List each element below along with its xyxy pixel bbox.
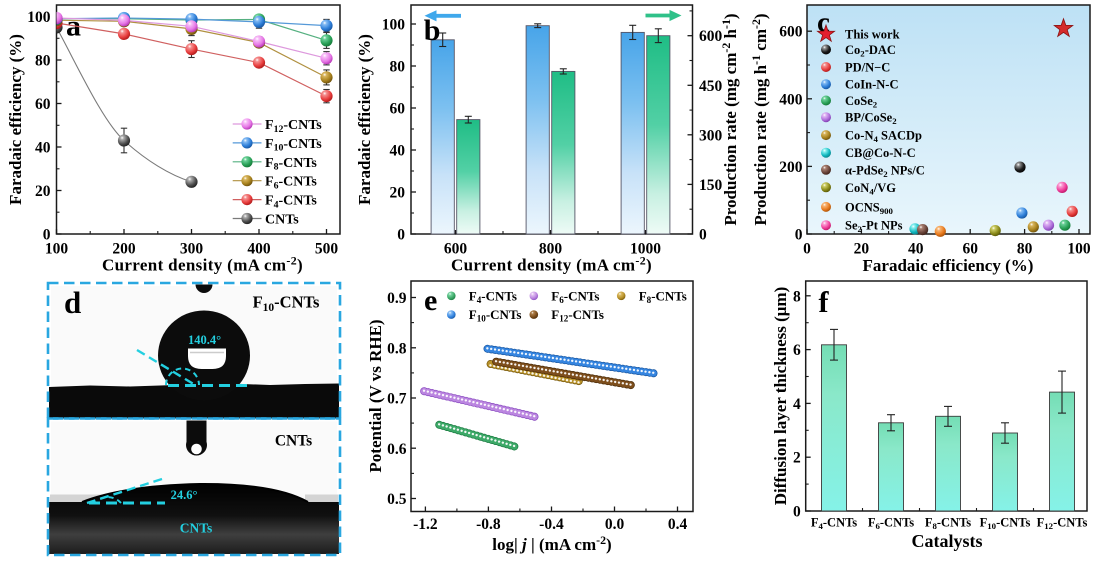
svg-text:F8​-CNTs: F8​-CNTs (925, 516, 971, 532)
svg-text:CNTs: CNTs (275, 433, 312, 450)
svg-text:Production rate (mg h-1​ cm-2​: Production rate (mg h-1​ cm-2​) (749, 13, 770, 225)
svg-text:0.6: 0.6 (387, 441, 407, 458)
svg-text:80: 80 (35, 53, 51, 70)
svg-text:20: 20 (35, 183, 51, 200)
svg-text:0.7: 0.7 (387, 391, 407, 408)
svg-text:f: f (819, 286, 830, 319)
svg-text:CoIn-N-C: CoIn-N-C (845, 78, 898, 92)
svg-text:20: 20 (854, 241, 870, 258)
svg-text:6: 6 (793, 342, 801, 359)
svg-text:F4​-CNTs: F4​-CNTs (265, 194, 317, 211)
svg-text:Current density (mA cm-2​): Current density (mA cm-2​) (102, 253, 303, 274)
svg-text:F10​-CNTs: F10​-CNTs (980, 516, 1031, 532)
svg-text:60: 60 (35, 96, 51, 113)
svg-text:α-PdSe2​ NPs/C: α-PdSe2​ NPs/C (845, 163, 925, 179)
svg-text:300: 300 (180, 241, 204, 258)
svg-text:F10​-CNTs: F10​-CNTs (265, 137, 322, 154)
svg-text:F4​-CNTs: F4​-CNTs (811, 516, 857, 532)
svg-text:200: 200 (779, 159, 803, 176)
svg-text:-1.2: -1.2 (413, 516, 438, 533)
svg-text:400: 400 (247, 241, 271, 258)
svg-text:0: 0 (397, 227, 405, 244)
svg-text:Current density (mA cm-2​): Current density (mA cm-2​) (451, 253, 652, 274)
svg-text:4: 4 (793, 396, 801, 413)
svg-text:400: 400 (779, 91, 803, 108)
svg-text:600: 600 (779, 24, 803, 41)
svg-text:-0.8: -0.8 (476, 516, 501, 533)
svg-text:Faradaic efficiency (%): Faradaic efficiency (%) (355, 34, 374, 205)
svg-text:F6​-CNTs: F6​-CNTs (551, 288, 599, 305)
svg-text:40: 40 (908, 241, 924, 258)
svg-text:Co2​-DAC: Co2​-DAC (845, 43, 896, 59)
svg-text:F10​-CNTs: F10​-CNTs (253, 293, 320, 314)
svg-text:0.8: 0.8 (387, 340, 407, 357)
svg-text:PD/N−C: PD/N−C (845, 61, 890, 75)
svg-text:F12​-CNTs: F12​-CNTs (551, 307, 604, 324)
svg-text:F10​-CNTs: F10​-CNTs (469, 307, 522, 324)
svg-text:40: 40 (35, 140, 51, 157)
svg-text:800: 800 (539, 241, 563, 258)
svg-text:0: 0 (793, 504, 801, 521)
svg-text:0.9: 0.9 (387, 290, 407, 307)
svg-text:F12​-CNTs: F12​-CNTs (265, 118, 322, 135)
svg-text:e: e (424, 284, 437, 317)
svg-text:600: 600 (444, 241, 468, 258)
svg-text:CoSe2​: CoSe2​ (845, 94, 878, 110)
svg-text:F8​-CNTs: F8​-CNTs (639, 288, 687, 305)
svg-text:F8​-CNTs: F8​-CNTs (265, 156, 317, 173)
svg-text:F6​-CNTs: F6​-CNTs (868, 516, 914, 532)
svg-text:300: 300 (699, 127, 723, 144)
svg-text:0.4: 0.4 (668, 516, 688, 533)
svg-text:CB@Co-N-C: CB@Co-N-C (845, 146, 916, 160)
svg-text:b: b (424, 14, 441, 47)
svg-text:F4​-CNTs: F4​-CNTs (469, 288, 517, 305)
svg-text:CoN4​/VG: CoN4​/VG (845, 181, 896, 197)
svg-text:80: 80 (390, 59, 406, 76)
svg-text:Faradaic efficiency (%): Faradaic efficiency (%) (863, 256, 1034, 275)
svg-text:40: 40 (390, 143, 406, 160)
svg-text:0: 0 (795, 227, 803, 244)
svg-text:F12​-CNTs: F12​-CNTs (1037, 516, 1088, 532)
svg-text:CNTs: CNTs (180, 521, 213, 536)
svg-text:CNTs: CNTs (265, 213, 299, 228)
svg-text:Se2​-Pt NPs: Se2​-Pt NPs (845, 219, 903, 235)
svg-text:F6​-CNTs: F6​-CNTs (265, 175, 317, 192)
svg-text:d: d (64, 285, 81, 320)
svg-text:Diffusion layer thickness (μm): Diffusion layer thickness (μm) (771, 287, 790, 506)
svg-text:500: 500 (315, 241, 339, 258)
svg-text:100: 100 (382, 17, 406, 34)
svg-text:1000: 1000 (630, 241, 661, 258)
svg-text:This work: This work (845, 28, 900, 42)
svg-text:0: 0 (43, 227, 51, 244)
svg-text:Faradaic efficiency (%): Faradaic efficiency (%) (6, 34, 25, 205)
svg-text:OCNS900​: OCNS900​ (845, 200, 894, 216)
svg-text:Co-N4​ SACDp: Co-N4​ SACDp (845, 129, 922, 145)
svg-text:140.4°: 140.4° (188, 333, 221, 347)
svg-text:60: 60 (962, 241, 978, 258)
svg-text:-0.4: -0.4 (539, 516, 564, 533)
svg-text:80: 80 (1017, 241, 1033, 258)
svg-text:Catalysts: Catalysts (912, 531, 983, 551)
svg-text:100: 100 (1067, 241, 1091, 258)
svg-text:150: 150 (699, 177, 723, 194)
svg-text:450: 450 (699, 78, 723, 95)
svg-text:200: 200 (112, 241, 136, 258)
svg-text:BP/CoSe2​: BP/CoSe2​ (845, 111, 897, 127)
svg-text:20: 20 (390, 185, 406, 202)
svg-text:100: 100 (27, 9, 51, 26)
svg-text:log| j | (mA cm-2​): log| j | (mA cm-2​) (492, 533, 611, 554)
svg-text:0: 0 (803, 241, 811, 258)
svg-text:Potential (V vs RHE): Potential (V vs RHE) (366, 319, 385, 472)
svg-text:24.6°: 24.6° (171, 488, 198, 502)
svg-text:2: 2 (793, 450, 801, 467)
svg-text:0.5: 0.5 (387, 491, 407, 508)
svg-text:60: 60 (390, 101, 406, 118)
svg-text:Production rate (mg cm-2​ h-1​: Production rate (mg cm-2​ h-1​) (719, 13, 740, 225)
svg-text:100: 100 (45, 241, 69, 258)
svg-text:600: 600 (699, 28, 723, 45)
svg-text:0.0: 0.0 (605, 516, 625, 533)
svg-text:8: 8 (793, 288, 801, 305)
svg-text:0: 0 (699, 227, 707, 244)
